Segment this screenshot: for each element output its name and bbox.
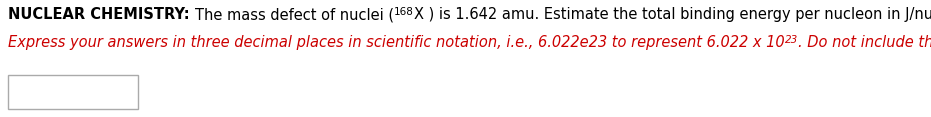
Text: NUCLEAR CHEMISTRY:: NUCLEAR CHEMISTRY: (8, 7, 195, 22)
Text: Express your answers in three decimal places in scientific notation, i.e., 6.022: Express your answers in three decimal pl… (8, 35, 785, 50)
Text: X ) is 1.642 amu. Estimate the total binding energy per nucleon in J/nucleon. (c: X ) is 1.642 amu. Estimate the total bin… (413, 7, 931, 22)
Text: 168: 168 (394, 7, 413, 17)
Text: The mass defect of nuclei (: The mass defect of nuclei ( (195, 7, 394, 22)
FancyBboxPatch shape (8, 75, 138, 109)
Text: . Do not include the unit.: . Do not include the unit. (798, 35, 931, 50)
Text: 23: 23 (785, 35, 798, 45)
